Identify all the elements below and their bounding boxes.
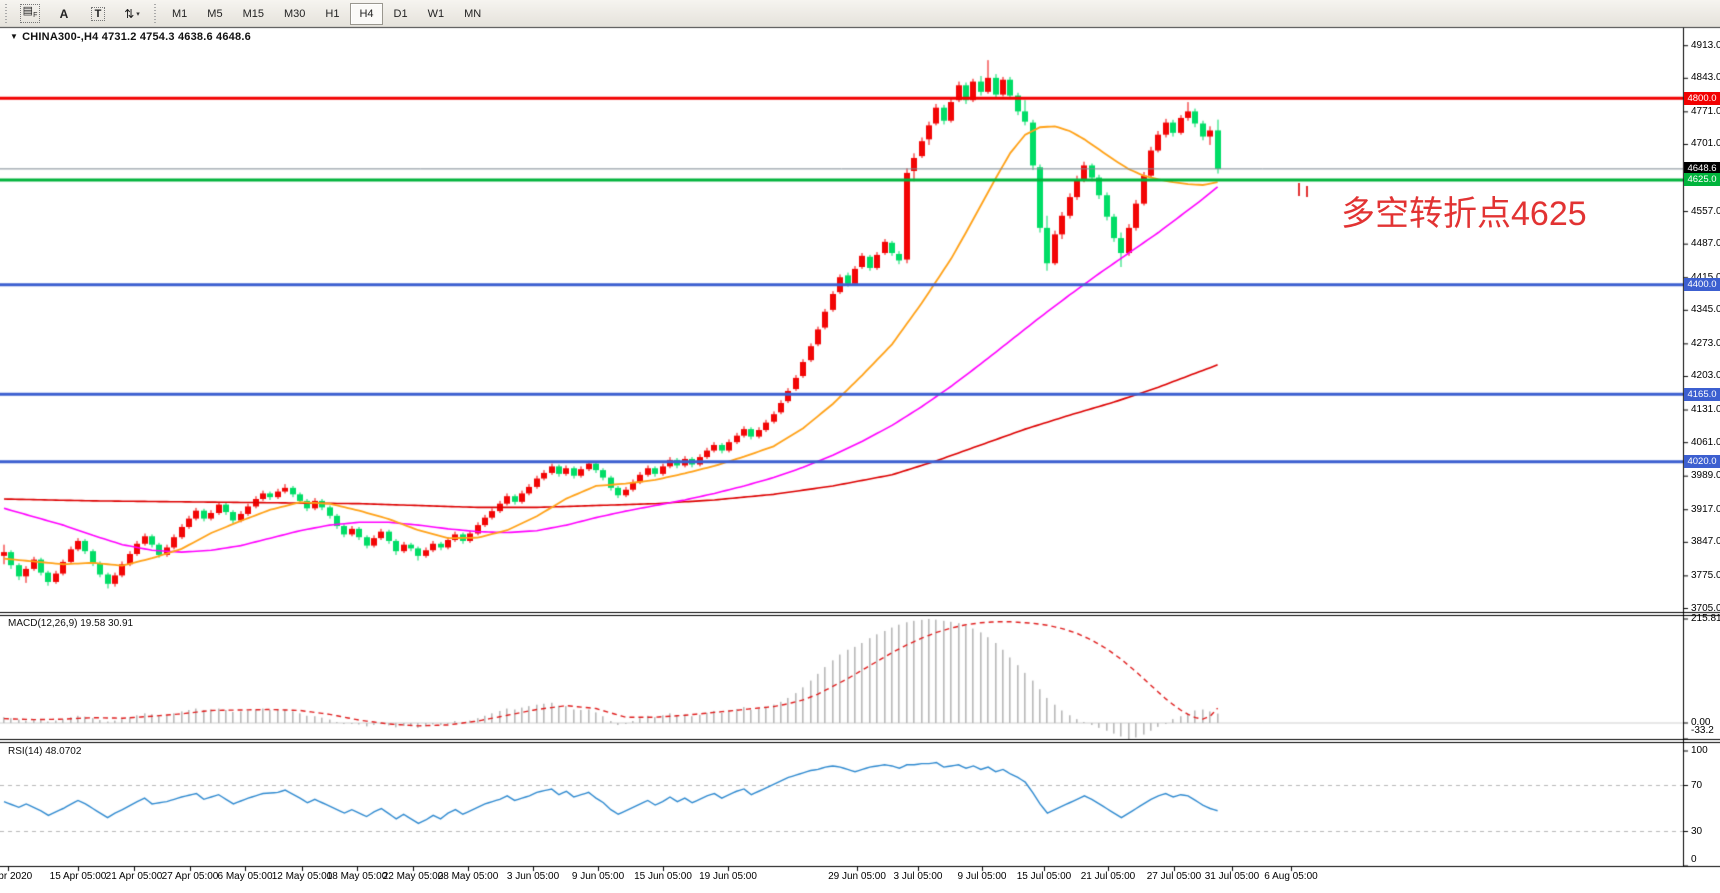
price-tick-label: 4203.0 [1691, 370, 1720, 382]
rsi-tick-label: 70 [1691, 779, 1703, 791]
chevron-down-icon[interactable]: ▼ [10, 32, 19, 41]
rsi-tick-label: 0 [1691, 854, 1697, 865]
date-axis-label: 9 Jun 05:00 [571, 871, 625, 882]
date-axis-label: 19 Jun 05:00 [699, 871, 757, 882]
date-axis-label: 15 Jun 05:00 [634, 871, 692, 882]
price-level-badge: 4800.0 [1684, 91, 1720, 105]
price-level-badge: 4648.6 [1684, 162, 1720, 176]
price-tick-label: 3847.0 [1691, 536, 1720, 548]
price-tick-label: 3989.0 [1691, 470, 1720, 482]
date-axis-label: 29 Jun 05:00 [828, 871, 886, 882]
price-level-badge: 4625.0 [1684, 173, 1720, 187]
price-tick-label: 4273.0 [1691, 337, 1720, 349]
rsi-tick-label: 100 [1691, 745, 1708, 756]
price-tick-label: 3775.0 [1691, 569, 1720, 581]
date-axis-label: 18 May 05:00 [326, 871, 388, 882]
date-axis-label: 3 Jun 05:00 [506, 871, 560, 882]
price-tick-label: 4701.0 [1691, 138, 1720, 150]
price-tick-label: 4557.0 [1691, 205, 1720, 217]
date-axis-label: 27 Jul 05:00 [1146, 871, 1202, 882]
price-tick-label: 4843.0 [1691, 72, 1720, 84]
date-axis-label: 22 May 05:00 [382, 871, 444, 882]
date-axis-label: 15 Apr 05:00 [49, 871, 107, 882]
symbol-ohlc-text: CHINA300-,H4 4731.2 4754.3 4638.6 4648.6 [22, 31, 251, 43]
price-tick-label: 4487.0 [1691, 238, 1720, 250]
macd-indicator-label: MACD(12,26,9) 19.58 30.91 [8, 618, 134, 629]
rsi-indicator-label: RSI(14) 48.0702 [8, 746, 82, 757]
date-axis-label: 3 Jul 05:00 [893, 871, 943, 882]
date-axis-label: 27 Apr 05:00 [161, 871, 219, 882]
annotation-text: 多空转折点4625 [1341, 195, 1587, 233]
price-level-badge: 4400.0 [1684, 278, 1720, 292]
date-axis-label: 15 Jul 05:00 [1016, 871, 1072, 882]
price-tick-label: 3705.0 [1691, 602, 1720, 614]
macd-tick-label: 0.00 [1691, 717, 1711, 728]
date-axis-label: 6 May 05:00 [217, 871, 273, 882]
date-axis-label: 21 Apr 05:00 [105, 871, 163, 882]
date-axis-label: 9 Jul 05:00 [957, 871, 1007, 882]
date-axis-label: 28 May 05:00 [437, 871, 499, 882]
date-axis-label: 31 Jul 05:00 [1204, 871, 1260, 882]
date-axis-label: 12 May 05:00 [271, 871, 333, 882]
price-tick-label: 4415.0 [1691, 271, 1720, 283]
date-axis-label: 6 Aug 05:00 [1264, 871, 1318, 882]
chart-title: ▼ CHINA300-,H4 4731.2 4754.3 4638.6 4648.… [10, 31, 251, 43]
date-axis-label: 9 Apr 2020 [0, 871, 33, 882]
price-level-badge: 4020.0 [1684, 455, 1720, 469]
price-level-badge: 4165.0 [1684, 387, 1720, 401]
price-tick-label: 4131.0 [1691, 404, 1720, 416]
price-tick-label: 4061.0 [1691, 436, 1720, 448]
macd-tick-label: 215.81 [1691, 613, 1720, 624]
macd-tick-label: -33.2 [1691, 725, 1714, 736]
price-tick-label: 4913.0 [1691, 39, 1720, 51]
price-tick-label: 4345.0 [1691, 304, 1720, 316]
price-tick-label: 3917.0 [1691, 503, 1720, 515]
price-tick-label: 4771.0 [1691, 105, 1720, 117]
date-axis-label: 21 Jul 05:00 [1080, 871, 1136, 882]
rsi-tick-label: 30 [1691, 825, 1703, 837]
